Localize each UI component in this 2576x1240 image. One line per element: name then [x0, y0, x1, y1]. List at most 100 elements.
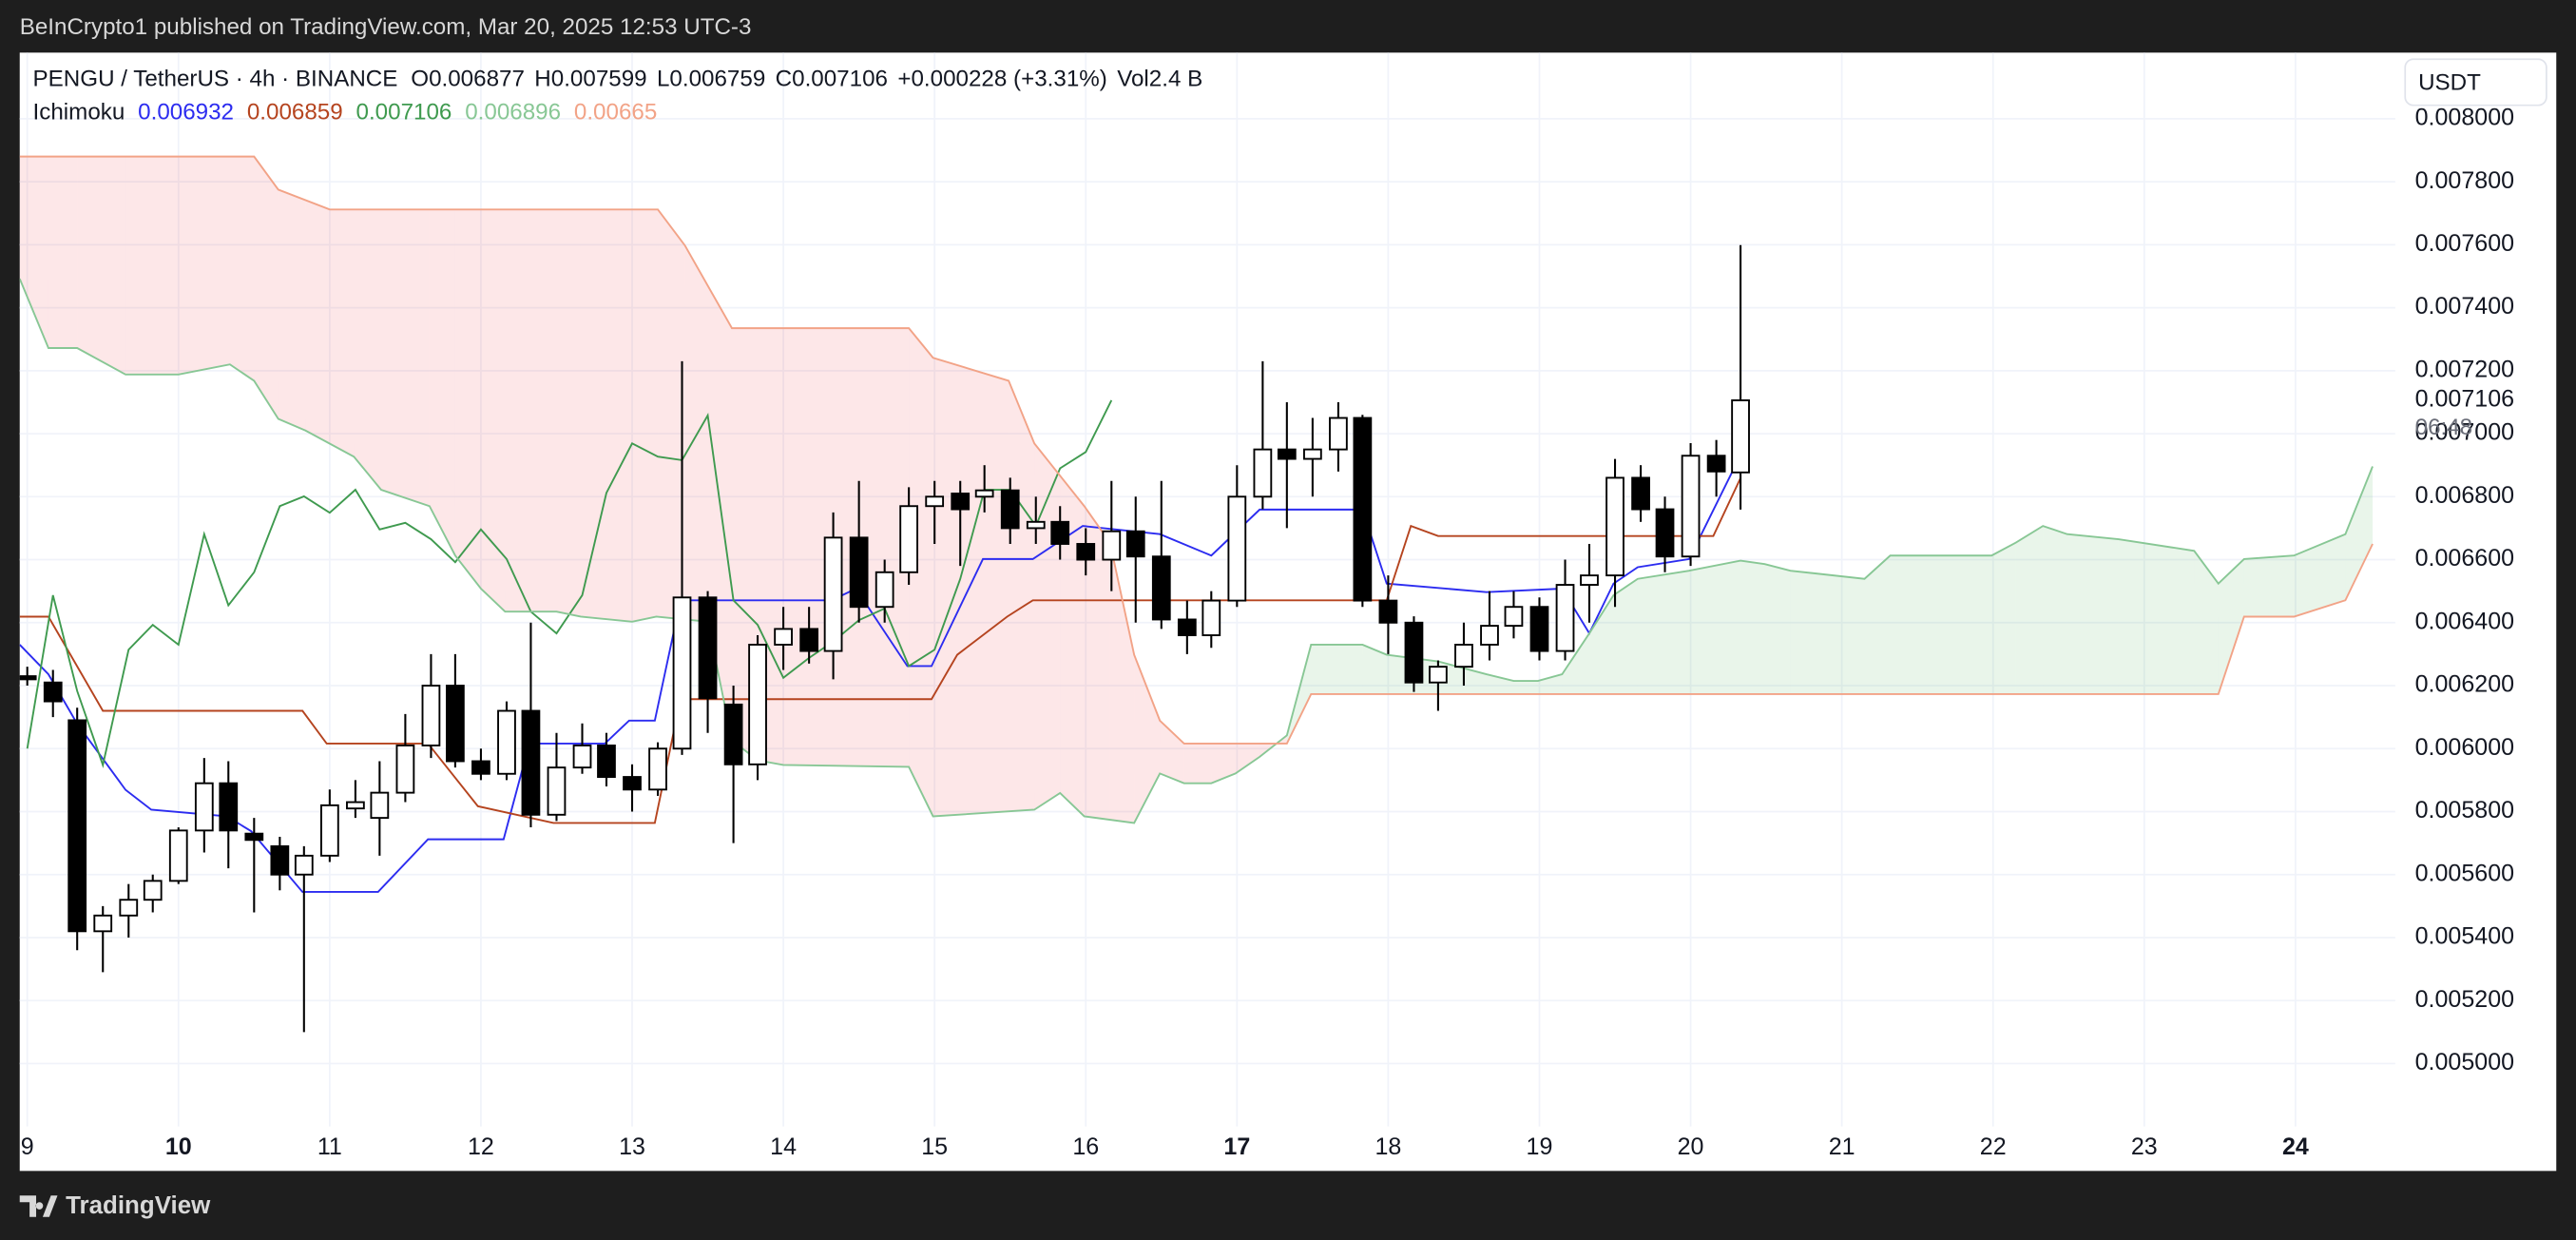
x-tick-label: 16	[1072, 1133, 1099, 1160]
candle-body	[1429, 666, 1448, 684]
cloud-fill	[178, 156, 230, 375]
cloud-fill	[19, 156, 48, 348]
candle-body	[899, 505, 919, 573]
candle-body	[974, 489, 994, 498]
legend-value: 0.006932	[138, 100, 234, 126]
y-tick-label: 0.006000	[2415, 734, 2514, 761]
cloud-fill	[1437, 661, 1487, 694]
legend-value: 0.006896	[465, 100, 561, 126]
bar-countdown: 06:48	[2415, 415, 2473, 440]
cloud-fill	[2043, 526, 2067, 694]
x-tick-label: 22	[1980, 1133, 2007, 1160]
volume-key: Vol	[1117, 67, 1149, 92]
chart-panel	[19, 52, 2557, 1172]
stat-value: 0.007106	[792, 67, 888, 92]
candle-body	[143, 880, 163, 901]
cloud-fill	[480, 209, 506, 612]
y-tick-label: 0.007400	[2415, 293, 2514, 320]
candle-body	[19, 675, 37, 681]
cloud-fill	[329, 209, 355, 457]
candle-body	[168, 829, 188, 882]
candle-body	[547, 766, 567, 816]
symbol-header: PENGU / TetherUS · 4h · BINANCE O0.006877…	[33, 67, 1203, 92]
cloud-fill	[1562, 633, 1589, 694]
stat-key: C	[776, 67, 792, 92]
cloud-fill	[2218, 558, 2244, 694]
x-tick-label: 17	[1223, 1133, 1250, 1160]
y-tick-label: 0.007200	[2415, 356, 2514, 382]
cloud-fill	[1790, 571, 1865, 694]
legend-value: 0.00665	[574, 100, 657, 126]
candle-body	[1681, 455, 1701, 558]
candle-body	[1706, 455, 1726, 473]
candle-body	[1000, 489, 1020, 530]
candle-body	[346, 801, 365, 810]
candle-body	[1102, 530, 1122, 561]
y-tick-label: 0.005600	[2415, 860, 2514, 886]
cloud-fill	[1991, 542, 2016, 694]
cloud-fill	[2294, 533, 2346, 617]
cloud-fill	[1311, 644, 1363, 694]
candle-body	[1050, 520, 1070, 545]
x-tick-label: 12	[468, 1133, 494, 1160]
cloud-fill	[354, 209, 381, 491]
y-tick-label: 0.005000	[2415, 1049, 2514, 1075]
cloud-fill	[1513, 681, 1538, 694]
cloud-fill	[1084, 506, 1110, 821]
candle-body	[875, 571, 894, 609]
candle-body	[1631, 476, 1650, 511]
cloud-fill	[454, 209, 481, 590]
cloud-fill	[656, 209, 659, 617]
currency-label: USDT	[2418, 70, 2481, 96]
candle-body	[748, 644, 767, 765]
legend-value: 0.006859	[247, 100, 343, 126]
x-tick-label: 24	[2282, 1133, 2309, 1160]
cloud-fill	[229, 156, 255, 381]
x-tick-label: 11	[317, 1133, 342, 1160]
stat-value: 0.006877	[429, 67, 525, 92]
candle-body	[119, 899, 139, 917]
candle-body	[1227, 495, 1247, 602]
cloud-fill	[556, 209, 581, 617]
cloud-fill	[1160, 720, 1184, 784]
cloud-fill	[1009, 380, 1035, 812]
candle-body	[446, 685, 465, 763]
y-tick-label: 0.008000	[2415, 105, 2514, 131]
cloud-fill	[580, 209, 633, 622]
y-tick-label: 0.005200	[2415, 986, 2514, 1013]
candle-body	[1151, 555, 1171, 621]
candle-body	[421, 685, 441, 746]
candle-body	[1555, 584, 1575, 652]
y-tick-label: 0.007000	[2415, 419, 2514, 446]
candle-body	[1454, 644, 1473, 668]
cloud-fill	[1588, 594, 1614, 694]
stat-value: 0.006759	[669, 67, 765, 92]
ichimoku-line	[19, 278, 2374, 824]
candle-body	[43, 681, 63, 703]
cloud-fill	[278, 189, 306, 431]
candle-body	[1655, 508, 1675, 558]
change: +0.000228 (+3.31%)	[897, 67, 1106, 92]
axes: 0.005000 0.005200 0.005400 0.005600 0.005800…	[21, 105, 2514, 1160]
plot-area	[19, 155, 2374, 1033]
candle-body	[572, 744, 592, 769]
candle-body	[244, 832, 264, 842]
indicator-name: Ichimoku	[33, 100, 125, 126]
logo-mark	[19, 1195, 58, 1217]
currency-button[interactable]	[2404, 58, 2547, 107]
candle-body	[623, 776, 642, 791]
cloud-fill	[1109, 542, 1135, 823]
y-tick-label: 0.007600	[2415, 230, 2514, 257]
candle-body	[319, 804, 339, 857]
legend-value: 0.007106	[356, 100, 452, 126]
cloud-fill	[1764, 564, 1791, 694]
indicator-legend: Ichimoku 0.006932 0.006859 0.007106 0.006896…	[33, 100, 658, 126]
candle-body	[1125, 530, 1145, 558]
footer-logo	[19, 1195, 58, 1217]
cloud-fill	[1183, 743, 1212, 784]
cloud-fill	[2243, 555, 2295, 617]
candle-body	[1378, 599, 1398, 624]
candle-body	[1504, 606, 1524, 628]
